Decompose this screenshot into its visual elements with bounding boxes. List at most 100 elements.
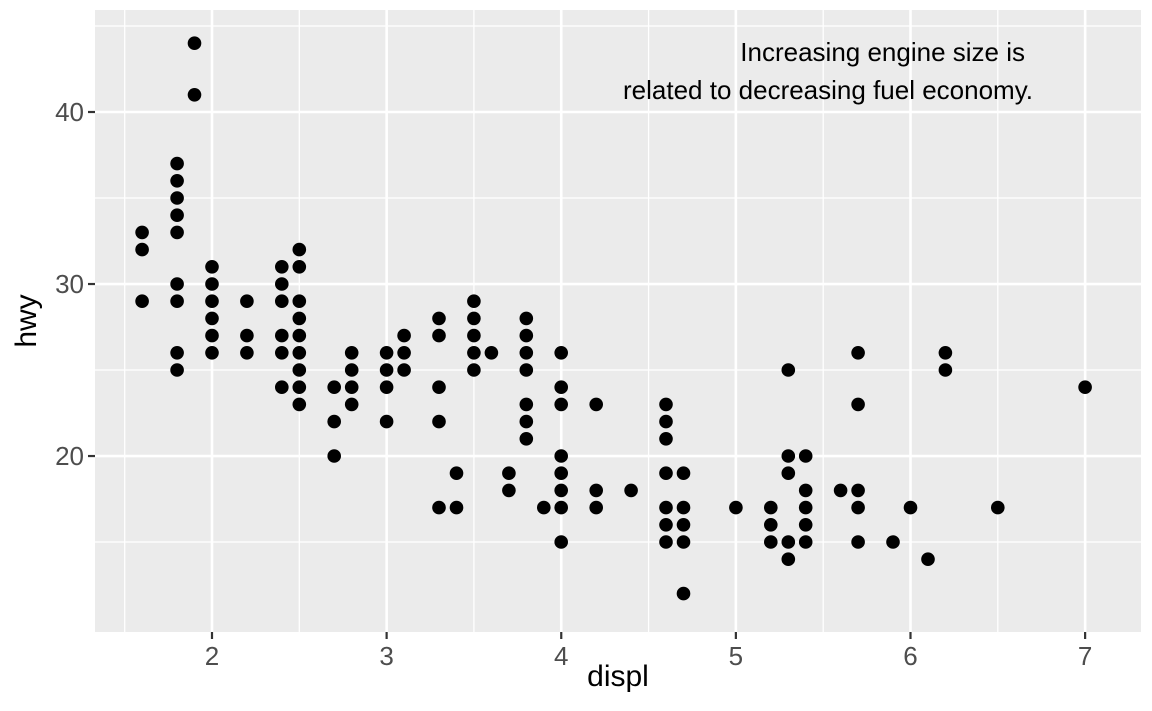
data-point (397, 363, 411, 377)
y-tick-label: 30 (55, 269, 84, 300)
data-point (379, 363, 394, 377)
data-point (764, 500, 778, 515)
data-point (764, 518, 778, 532)
data-point (170, 346, 184, 360)
data-point (676, 466, 691, 481)
data-point (170, 156, 184, 171)
data-point (397, 328, 411, 343)
data-point (467, 346, 481, 360)
data-point (676, 586, 691, 601)
data-point (659, 535, 673, 549)
data-point (1078, 380, 1092, 395)
x-tick-label: 3 (379, 641, 394, 671)
data-point (554, 449, 568, 463)
data-point (292, 260, 307, 274)
data-point (135, 225, 149, 240)
data-point (292, 328, 307, 343)
data-point (851, 500, 865, 515)
data-point (589, 397, 603, 412)
data-point (344, 346, 359, 360)
data-point (379, 380, 394, 395)
data-point (676, 518, 691, 532)
data-point (781, 449, 796, 463)
data-point (554, 397, 568, 412)
data-point (135, 294, 149, 309)
data-point (240, 346, 254, 360)
data-point (292, 363, 307, 377)
data-point (292, 397, 307, 412)
data-point (467, 311, 481, 326)
data-point (519, 311, 534, 326)
data-point (519, 328, 534, 343)
data-point (537, 500, 551, 515)
data-point (833, 483, 848, 498)
data-point (292, 346, 307, 360)
data-point (170, 174, 184, 188)
data-point (938, 346, 953, 360)
data-point (432, 311, 446, 326)
data-point (449, 466, 464, 481)
data-point (484, 346, 499, 360)
x-tick-label: 5 (728, 641, 744, 671)
data-point (205, 260, 219, 274)
panel-background (95, 10, 1141, 632)
data-point (659, 432, 673, 446)
data-point (554, 346, 568, 360)
data-point (205, 328, 219, 343)
data-point (851, 535, 865, 549)
data-point (589, 500, 603, 515)
data-point (467, 294, 481, 309)
data-point (676, 535, 691, 549)
data-point (554, 500, 568, 515)
data-point (344, 397, 359, 412)
data-point (170, 363, 184, 377)
y-tick-label: 40 (55, 97, 84, 127)
data-point (275, 380, 289, 395)
data-point (275, 346, 289, 360)
data-point (519, 414, 534, 429)
annotation-line-1: Increasing engine size is (740, 37, 1025, 67)
data-point (432, 328, 446, 343)
data-point (292, 311, 307, 326)
data-point (344, 380, 359, 395)
data-point (205, 294, 219, 309)
data-point (170, 191, 184, 205)
data-point (798, 483, 813, 498)
data-point (851, 397, 865, 412)
data-point (467, 328, 481, 343)
data-point (798, 535, 813, 549)
data-point (798, 518, 813, 532)
data-point (851, 483, 865, 498)
data-point (449, 500, 464, 515)
data-point (327, 449, 342, 463)
data-point (187, 36, 202, 50)
data-point (467, 363, 481, 377)
data-point (991, 500, 1005, 515)
data-point (554, 483, 568, 498)
data-point (659, 414, 673, 429)
data-point (379, 346, 394, 360)
data-point (187, 88, 202, 102)
data-point (659, 500, 673, 515)
data-point (903, 500, 918, 515)
data-point (851, 346, 865, 360)
data-point (589, 483, 603, 498)
data-point (624, 483, 638, 498)
data-point (292, 294, 307, 309)
data-point (676, 500, 691, 515)
data-point (798, 500, 813, 515)
data-point (519, 363, 534, 377)
data-point (292, 380, 307, 395)
data-point (275, 294, 289, 309)
x-tick-label: 6 (903, 641, 918, 671)
data-point (554, 380, 568, 395)
data-point (781, 552, 796, 566)
data-point (519, 346, 534, 360)
data-point (938, 363, 953, 377)
data-point (659, 397, 673, 412)
data-point (502, 483, 516, 498)
data-point (205, 346, 219, 360)
data-point (327, 414, 342, 429)
data-point (764, 535, 778, 549)
